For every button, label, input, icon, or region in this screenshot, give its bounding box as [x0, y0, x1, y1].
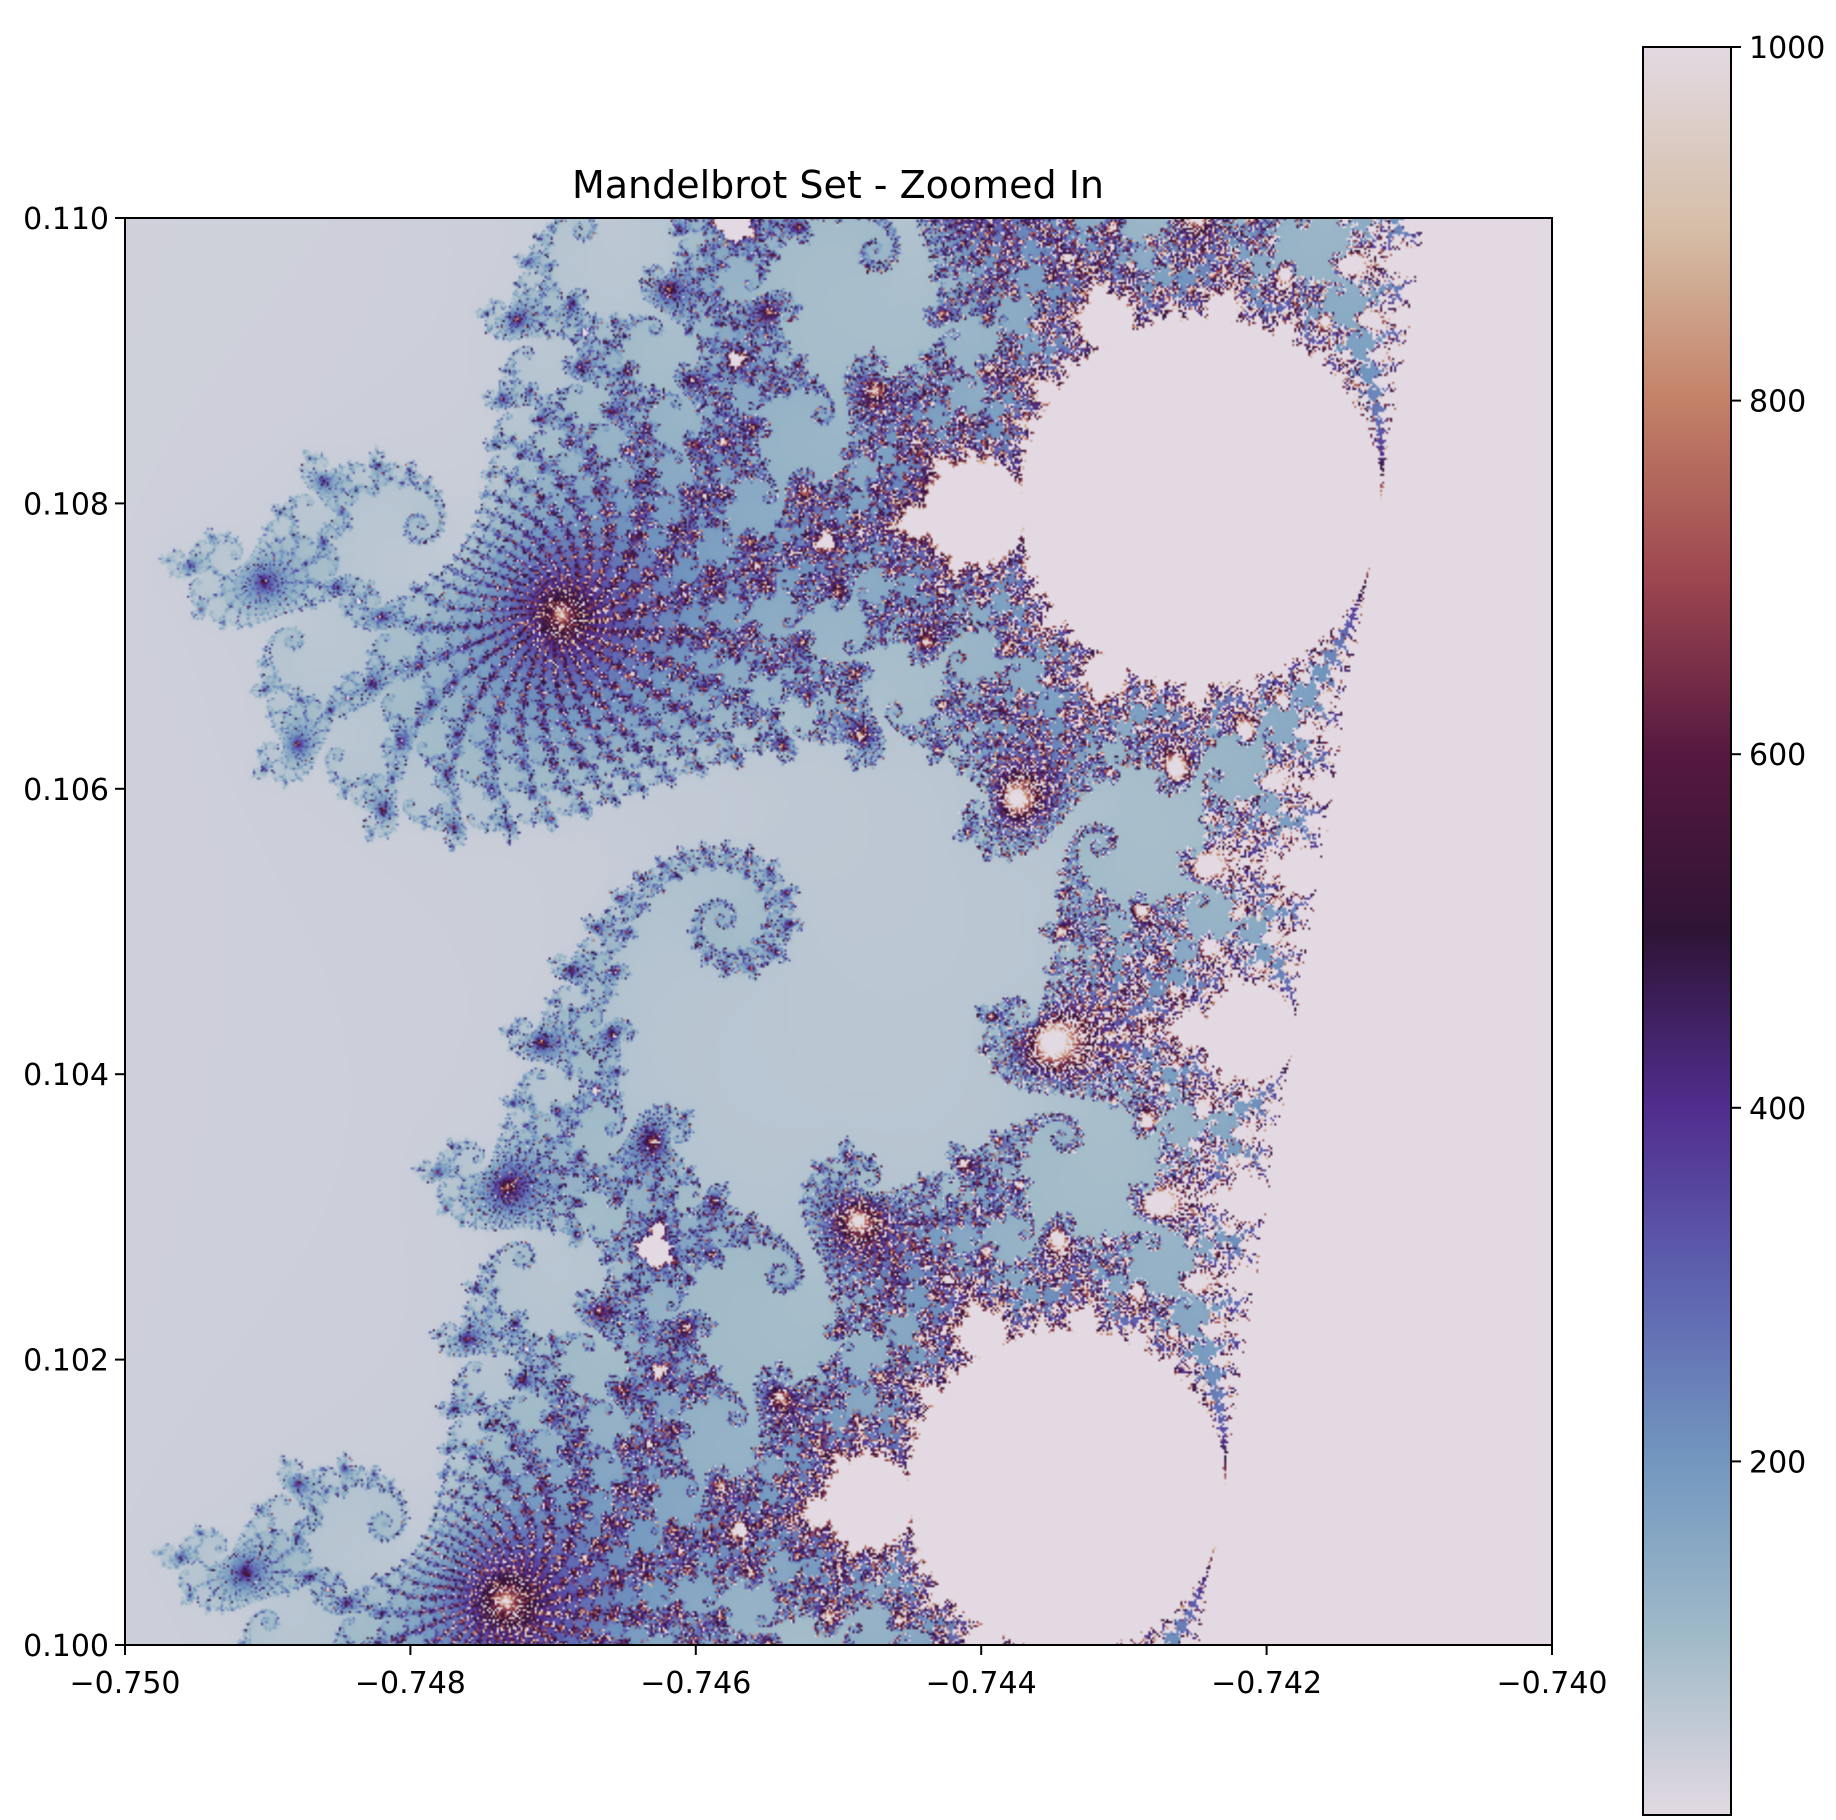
y-tick-label: 0.106 — [23, 773, 109, 808]
chart-title: Mandelbrot Set - Zoomed In — [572, 163, 1104, 207]
y-tick-label: 0.100 — [23, 1629, 109, 1664]
colorbar-tick-label: 400 — [1749, 1092, 1806, 1127]
colorbar-tick-label: 1000 — [1749, 31, 1825, 66]
y-tick-label: 0.108 — [23, 487, 109, 522]
x-tick-label: −0.748 — [355, 1666, 466, 1701]
y-tick-label: 0.102 — [23, 1344, 109, 1379]
x-tick-label: −0.740 — [1496, 1666, 1607, 1701]
mandelbrot-heatmap — [125, 218, 1552, 1645]
y-tick-label: 0.110 — [23, 202, 109, 237]
x-tick-label: −0.742 — [1211, 1666, 1322, 1701]
x-tick-label: −0.744 — [926, 1666, 1037, 1701]
x-tick-label: −0.750 — [69, 1666, 180, 1701]
y-tick-label: 0.104 — [23, 1058, 109, 1093]
colorbar-tick-label: 800 — [1749, 385, 1806, 420]
colorbar-frame — [1642, 46, 1732, 1816]
plot-frame — [124, 217, 1553, 1646]
colorbar-tick-label: 600 — [1749, 738, 1806, 773]
x-axis: −0.750 −0.748 −0.746 −0.744 −0.742 −0.740 — [69, 1645, 1608, 1701]
colorbar-gradient — [1643, 47, 1731, 1815]
y-axis: 0.100 0.102 0.104 0.106 0.108 0.110 — [23, 202, 125, 1664]
colorbar-axis: 200 400 600 800 1000 — [1731, 31, 1825, 1480]
colorbar-tick-label: 200 — [1749, 1445, 1806, 1480]
x-tick-label: −0.746 — [640, 1666, 751, 1701]
